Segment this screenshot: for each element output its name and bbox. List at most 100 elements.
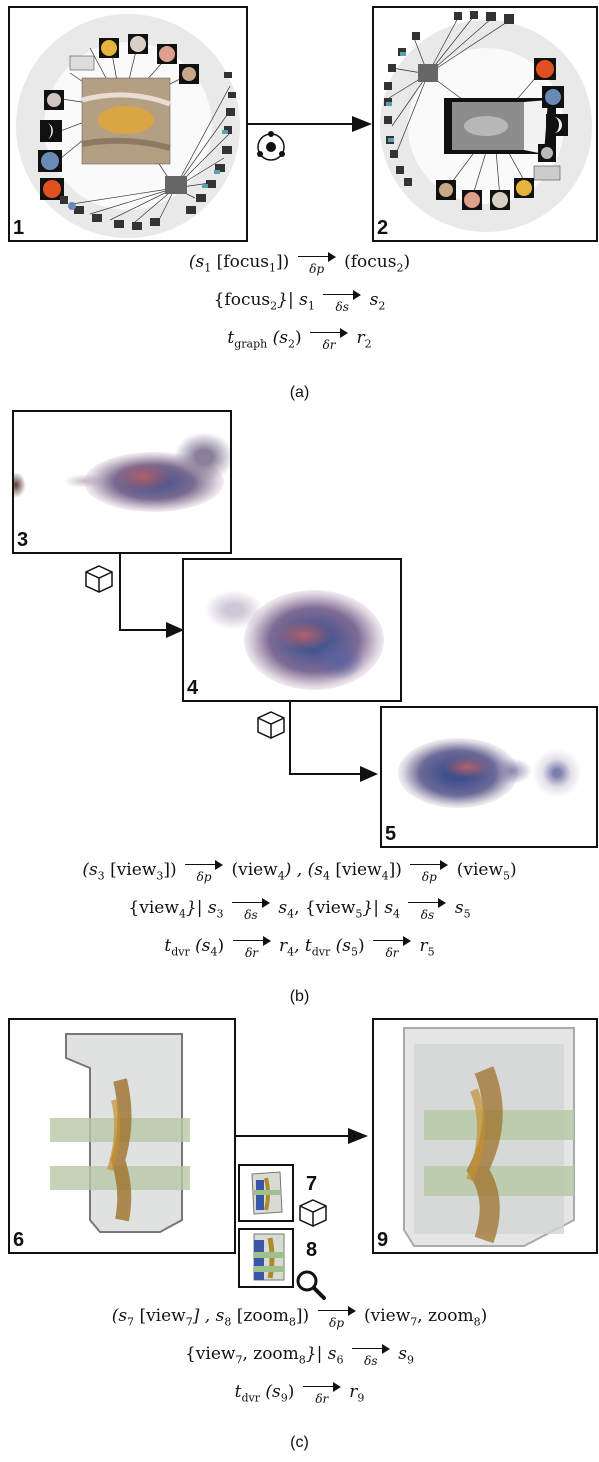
map-arrow: δp — [410, 858, 449, 884]
eq-sub: 7 — [410, 1315, 418, 1329]
arrow-label: δr — [385, 946, 399, 960]
map-arrow: δs — [323, 288, 362, 314]
arrow-label: δr — [245, 946, 259, 960]
eq-text: r — [278, 936, 288, 956]
eq-sub: graph — [234, 337, 268, 351]
eq-sub: 9 — [357, 1391, 365, 1405]
equation-a-2: {focus2}| s1 δs s2 — [0, 288, 599, 313]
eq-sub: dvr — [311, 945, 331, 959]
eq-sub: 9 — [280, 1391, 288, 1405]
eq-text: {view — [184, 1344, 236, 1364]
equation-c-2: {view7, zoom8}| s6 δs s9 — [0, 1342, 599, 1367]
transition-arrow-3-4 — [119, 552, 184, 638]
eq-sub: 5 — [427, 945, 435, 959]
eq-text: (s — [267, 328, 288, 348]
eq-text: t — [227, 328, 235, 348]
eq-sub: 2 — [364, 337, 372, 351]
panel-label-9: 9 — [377, 1229, 389, 1251]
volume-view-6 — [50, 1033, 190, 1233]
eq-sub: 7 — [235, 1353, 243, 1367]
eq-sub: 3 — [156, 869, 164, 883]
eq-text: ]) — [295, 1306, 310, 1326]
eq-text: , t — [294, 936, 312, 956]
equation-c-3: tdvr (s9) δr r9 — [0, 1380, 599, 1405]
eq-sub: 1 — [204, 261, 212, 275]
eq-sub: 4 — [287, 945, 295, 959]
eq-sub: 4 — [322, 869, 330, 883]
eq-text: [view — [329, 860, 382, 880]
eq-sub: 7 — [127, 1315, 135, 1329]
eq-text: (s — [260, 1382, 281, 1402]
eq-text: ]) — [163, 860, 177, 880]
cube-icon — [257, 711, 285, 739]
panel-label-7: 7 — [306, 1173, 318, 1195]
eq-sub: 5 — [355, 907, 363, 921]
eq-text: ) — [295, 328, 302, 348]
eq-text: , zoom — [242, 1344, 299, 1364]
panel-label-2: 2 — [377, 217, 389, 239]
transition-arrow-6-9 — [234, 1128, 368, 1144]
eq-text: }| s — [185, 898, 217, 918]
arrow-label: δs — [244, 908, 258, 922]
eq-sub: 2 — [288, 337, 295, 351]
panel-1-frame: 1 — [8, 6, 248, 242]
eq-sub: 2 — [396, 261, 404, 275]
eq-text: s — [369, 290, 379, 310]
transition-arrow-1-2 — [246, 116, 372, 132]
volume-view-9 — [403, 1027, 575, 1247]
eq-sub: 4 — [287, 907, 295, 921]
eq-text: ) — [403, 252, 411, 272]
equation-a-1: (s1 [focus1]) δp (focus2) — [0, 250, 599, 275]
arrow-label: δp — [309, 262, 325, 276]
eq-text: [view — [134, 1306, 186, 1326]
eq-sub: 8 — [473, 1315, 481, 1329]
eq-text: t — [234, 1382, 242, 1402]
eq-sub: 8 — [224, 1315, 232, 1329]
arrow-label: δs — [335, 300, 349, 314]
eq-sub: 6 — [336, 1353, 344, 1367]
eq-text: ] , s — [192, 1306, 225, 1326]
panel-label-1: 1 — [13, 217, 25, 239]
map-arrow: δr — [232, 934, 271, 960]
panel-3-frame: 3 — [12, 410, 232, 554]
eq-text: (view — [231, 860, 278, 880]
eq-text: ) , (s — [284, 860, 323, 880]
map-arrow: δs — [351, 1342, 390, 1368]
eq-sub: 2 — [270, 299, 278, 313]
map-arrow: δr — [310, 326, 349, 351]
arrow-label: δp — [421, 870, 437, 884]
arrow-label: δs — [364, 1354, 378, 1368]
eq-text: ) — [510, 860, 517, 880]
eq-text: (view — [364, 1306, 411, 1326]
thumbnail-view-7 — [251, 1171, 283, 1215]
eq-text: ]) — [276, 252, 290, 272]
eq-text: {view — [128, 898, 179, 918]
eq-sub: 5 — [463, 907, 471, 921]
eq-text: (view — [456, 860, 504, 880]
eq-text: , zoom — [417, 1306, 474, 1326]
eq-text: (s — [189, 936, 211, 956]
eq-text: ]) — [388, 860, 402, 880]
equation-b-3: tdvr (s4) δr r4, tdvr (s5) δr r5 — [0, 934, 599, 959]
eq-text: [zoom — [231, 1306, 289, 1326]
panel-label-4: 4 — [187, 677, 199, 699]
eq-sub: 3 — [216, 907, 224, 921]
transition-arrow-4-5 — [289, 702, 378, 782]
eq-sub: dvr — [241, 1391, 260, 1405]
eq-text: }| s — [305, 1344, 337, 1364]
equation-b-2: {view4}| s3 δs s4, {view5}| s4 δs s5 — [0, 896, 599, 921]
caption-c: (c) — [290, 1434, 309, 1451]
panel-7-frame — [238, 1164, 294, 1222]
eq-text: s — [278, 898, 288, 918]
eq-text: {focus — [213, 290, 271, 310]
eq-sub: 4 — [381, 869, 389, 883]
magnifier-icon — [296, 1270, 326, 1300]
eq-text: ) — [287, 1382, 295, 1402]
map-arrow: δr — [373, 934, 412, 960]
eq-text: (s — [188, 252, 205, 272]
graph-node-icon — [257, 131, 285, 161]
panel-label-5: 5 — [385, 823, 397, 845]
arrow-label: δp — [329, 1316, 345, 1330]
panel-9-frame: 9 — [372, 1018, 598, 1254]
map-arrow: δs — [231, 896, 270, 922]
